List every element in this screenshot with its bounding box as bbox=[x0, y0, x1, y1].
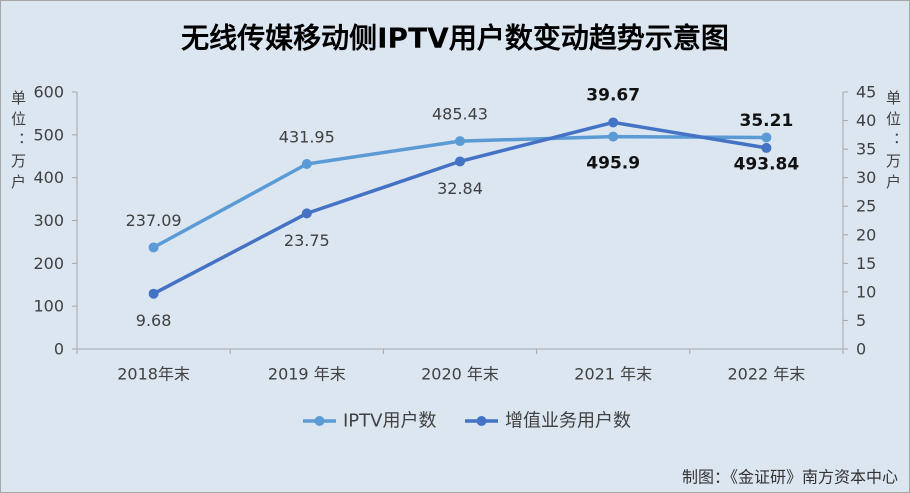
iptv-users-data-label: 495.9 bbox=[586, 154, 640, 174]
value-added-users-marker bbox=[608, 117, 619, 128]
x-axis-category-label: 2022 年末 bbox=[727, 365, 805, 384]
legend-label-value-added-users: 增值业务用户数 bbox=[505, 411, 631, 432]
left-y-axis-tick-label: 100 bbox=[33, 297, 64, 316]
right-y-axis-tick-label: 10 bbox=[856, 282, 876, 301]
legend: IPTV用户数 增值业务用户数 bbox=[303, 411, 631, 432]
value-added-users-data-label: 35.21 bbox=[740, 111, 794, 131]
right-y-axis-tick-label: 35 bbox=[856, 140, 876, 159]
left-y-axis-tick-label: 400 bbox=[33, 168, 64, 187]
value-added-users-marker bbox=[148, 288, 159, 299]
left-y-axis-tick-label: 200 bbox=[33, 254, 64, 273]
right-y-axis-tick-label: 5 bbox=[856, 311, 866, 330]
chart-title: 无线传媒移动侧IPTV用户数变动趋势示意图 bbox=[181, 22, 729, 55]
value-added-users-marker bbox=[455, 156, 465, 167]
x-axis-category-label: 2019 年末 bbox=[268, 365, 346, 384]
left-y-axis-tick-label: 600 bbox=[33, 83, 64, 102]
iptv-users-data-label: 485.43 bbox=[432, 105, 488, 124]
right-axis-label: 单位：万户 bbox=[884, 90, 902, 195]
value-added-users-marker bbox=[761, 142, 772, 153]
legend-label-iptv-users: IPTV用户数 bbox=[343, 411, 436, 432]
x-axis-category-label: 2020 年末 bbox=[421, 365, 499, 384]
iptv-users-marker bbox=[301, 158, 312, 169]
x-axis-category-label: 2021 年末 bbox=[574, 365, 652, 384]
iptv-users-marker bbox=[455, 136, 465, 147]
right-y-axis-tick-label: 45 bbox=[856, 83, 876, 102]
left-y-axis-tick-label: 0 bbox=[54, 340, 64, 359]
value-added-users-data-label: 23.75 bbox=[284, 231, 330, 250]
right-y-axis-tick-label: 40 bbox=[856, 111, 876, 130]
iptv-users-marker bbox=[761, 132, 772, 143]
value-added-users-data-label: 32.84 bbox=[437, 179, 483, 198]
right-y-axis-tick-label: 15 bbox=[856, 254, 876, 273]
left-y-axis-tick-label: 500 bbox=[33, 125, 64, 144]
legend-item-iptv-users: IPTV用户数 bbox=[303, 411, 436, 432]
right-y-axis-tick-label: 0 bbox=[856, 340, 866, 359]
iptv-users-data-label: 493.84 bbox=[734, 154, 800, 174]
chart-credit: 制图：《金证研》南方资本中心 bbox=[682, 468, 898, 487]
legend-item-value-added-users: 增值业务用户数 bbox=[465, 411, 631, 432]
legend-marker-iptv-users bbox=[314, 416, 325, 426]
plot-series bbox=[148, 117, 772, 299]
iptv-users-data-label: 431.95 bbox=[279, 127, 335, 146]
data-labels: 237.09 431.95 485.43 495.9 493.84 9.68 23.75 32… bbox=[126, 85, 800, 330]
iptv-users-marker bbox=[608, 131, 619, 142]
axes: 0 100 200 300 400 500 600 0 5 10 15 20 25 30 35 40 45 201… bbox=[33, 83, 876, 384]
value-added-users-marker bbox=[301, 208, 312, 219]
right-y-axis-tick-label: 25 bbox=[856, 197, 876, 216]
left-axis-label: 单位：万户 bbox=[9, 90, 27, 195]
value-added-users-data-label: 39.67 bbox=[586, 85, 640, 105]
value-added-users-data-label: 9.68 bbox=[136, 311, 172, 330]
legend-marker-value-added-users bbox=[476, 416, 487, 426]
x-axis-category-label: 2018年末 bbox=[117, 365, 190, 384]
left-y-axis-tick-label: 300 bbox=[33, 211, 64, 230]
iptv-users-marker bbox=[148, 242, 159, 253]
right-y-axis-tick-label: 30 bbox=[856, 168, 876, 187]
right-y-axis-tick-label: 20 bbox=[856, 225, 876, 244]
iptv-users-data-label: 237.09 bbox=[126, 211, 182, 230]
